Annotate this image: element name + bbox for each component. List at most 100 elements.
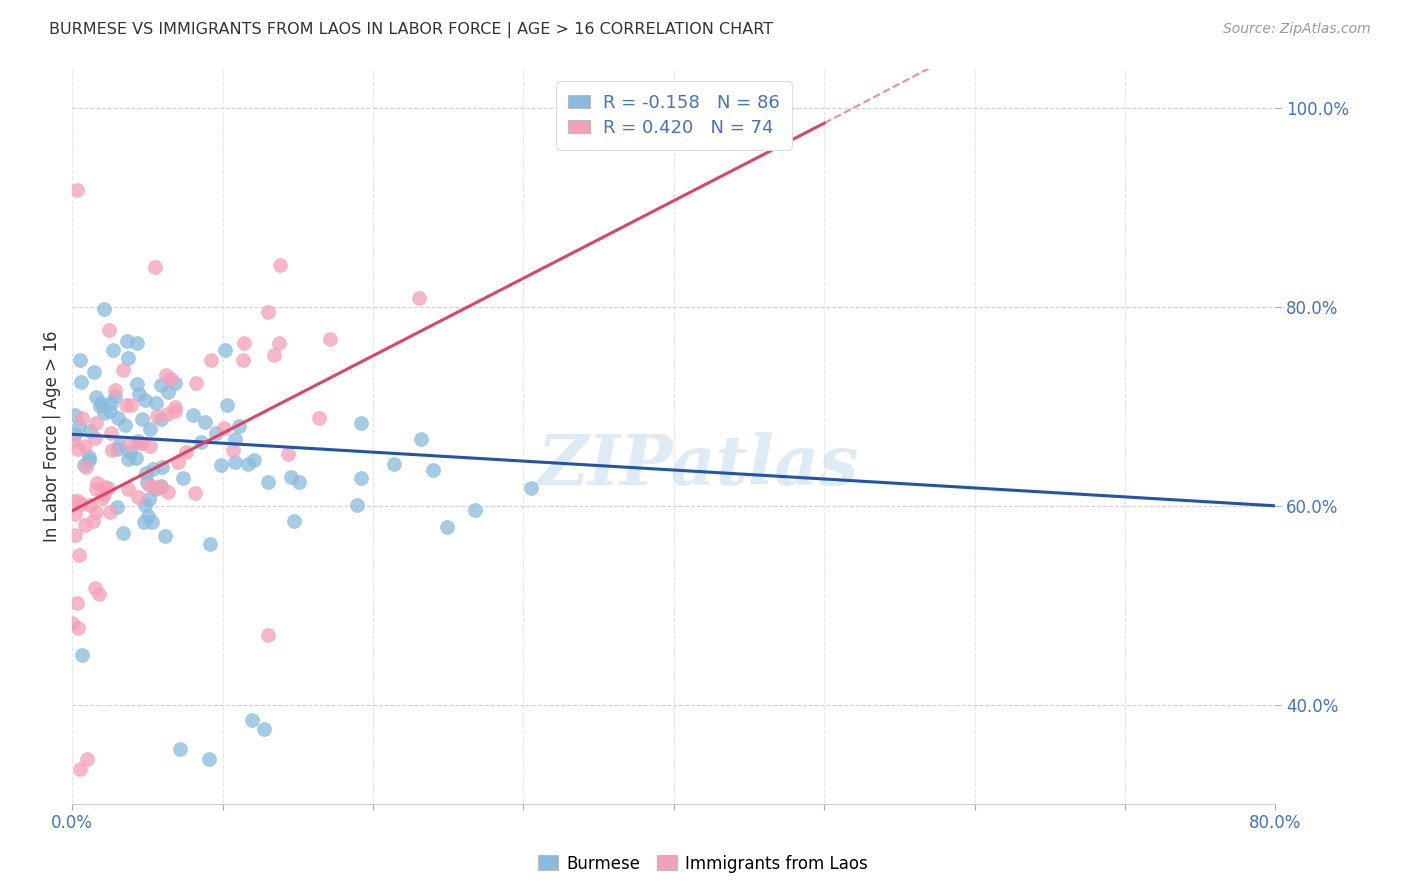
Point <box>150 378 173 392</box>
Point <box>253 723 276 737</box>
Point <box>138 478 160 492</box>
Point <box>138 491 160 506</box>
Point <box>382 457 405 471</box>
Point <box>128 435 150 450</box>
Point <box>104 389 127 403</box>
Legend: R = -0.158   N = 86, R = 0.420   N = 74: R = -0.158 N = 86, R = 0.420 N = 74 <box>555 81 792 150</box>
Point <box>233 335 256 350</box>
Point <box>139 439 162 453</box>
Point <box>280 470 302 484</box>
Point <box>181 409 204 423</box>
Point <box>114 418 136 433</box>
Point <box>86 475 108 490</box>
Point <box>269 258 291 272</box>
Point <box>464 503 486 517</box>
Point <box>183 485 205 500</box>
Point <box>155 368 177 382</box>
Point <box>198 752 221 766</box>
Point <box>150 479 173 493</box>
Point <box>145 395 167 409</box>
Point <box>240 713 263 727</box>
Point <box>411 432 433 446</box>
Point <box>243 453 266 467</box>
Point <box>155 407 177 421</box>
Point <box>79 424 101 438</box>
Point <box>204 425 226 440</box>
Point <box>66 442 89 456</box>
Point <box>67 494 90 508</box>
Point <box>62 433 84 447</box>
Point <box>77 452 100 467</box>
Point <box>83 581 105 595</box>
Point <box>149 480 172 494</box>
Point <box>172 471 194 485</box>
Point <box>65 408 87 422</box>
Point <box>67 418 90 433</box>
Point <box>100 442 122 457</box>
Point <box>150 412 173 426</box>
Point <box>79 498 101 512</box>
Point <box>350 416 373 430</box>
Point <box>66 596 89 610</box>
Point <box>167 455 190 469</box>
Point <box>97 323 120 337</box>
Point <box>65 427 87 442</box>
Point <box>132 515 155 529</box>
Point <box>136 475 159 490</box>
Point <box>105 442 128 457</box>
Point <box>422 463 444 477</box>
Point <box>90 491 112 505</box>
Point <box>76 752 98 766</box>
Point <box>93 487 115 501</box>
Point <box>70 411 93 425</box>
Point <box>84 482 107 496</box>
Point <box>143 260 166 275</box>
Text: Source: ZipAtlas.com: Source: ZipAtlas.com <box>1223 22 1371 37</box>
Legend: Burmese, Immigrants from Laos: Burmese, Immigrants from Laos <box>531 848 875 880</box>
Point <box>159 371 181 385</box>
Point <box>131 436 153 450</box>
Point <box>100 425 122 440</box>
Point <box>66 183 89 197</box>
Point <box>63 507 86 521</box>
Point <box>86 505 108 519</box>
Point <box>70 375 93 389</box>
Point <box>60 615 83 630</box>
Point <box>134 393 156 408</box>
Point <box>62 494 84 508</box>
Point <box>184 376 207 391</box>
Point <box>143 480 166 494</box>
Point <box>67 621 90 635</box>
Text: BURMESE VS IMMIGRANTS FROM LAOS IN LABOR FORCE | AGE > 16 CORRELATION CHART: BURMESE VS IMMIGRANTS FROM LAOS IN LABOR… <box>49 22 773 38</box>
Point <box>150 460 173 475</box>
Point <box>212 421 235 435</box>
Point <box>79 450 101 465</box>
Point <box>165 404 187 418</box>
Point <box>63 528 86 542</box>
Point <box>215 399 238 413</box>
Point <box>228 419 250 434</box>
Point <box>125 335 148 350</box>
Point <box>104 383 127 397</box>
Point <box>75 439 97 453</box>
Point <box>84 431 107 445</box>
Point <box>87 587 110 601</box>
Point <box>131 411 153 425</box>
Point <box>73 458 96 472</box>
Point <box>117 351 139 365</box>
Point <box>209 458 232 472</box>
Point <box>194 415 217 429</box>
Point <box>257 475 280 490</box>
Point <box>125 450 148 465</box>
Point <box>75 459 97 474</box>
Point <box>70 648 93 662</box>
Point <box>436 520 458 534</box>
Point <box>134 498 156 512</box>
Point <box>308 411 330 425</box>
Point <box>108 438 131 452</box>
Point <box>174 445 197 459</box>
Point <box>93 480 115 494</box>
Point <box>277 447 299 461</box>
Point <box>222 442 245 457</box>
Point <box>69 762 91 776</box>
